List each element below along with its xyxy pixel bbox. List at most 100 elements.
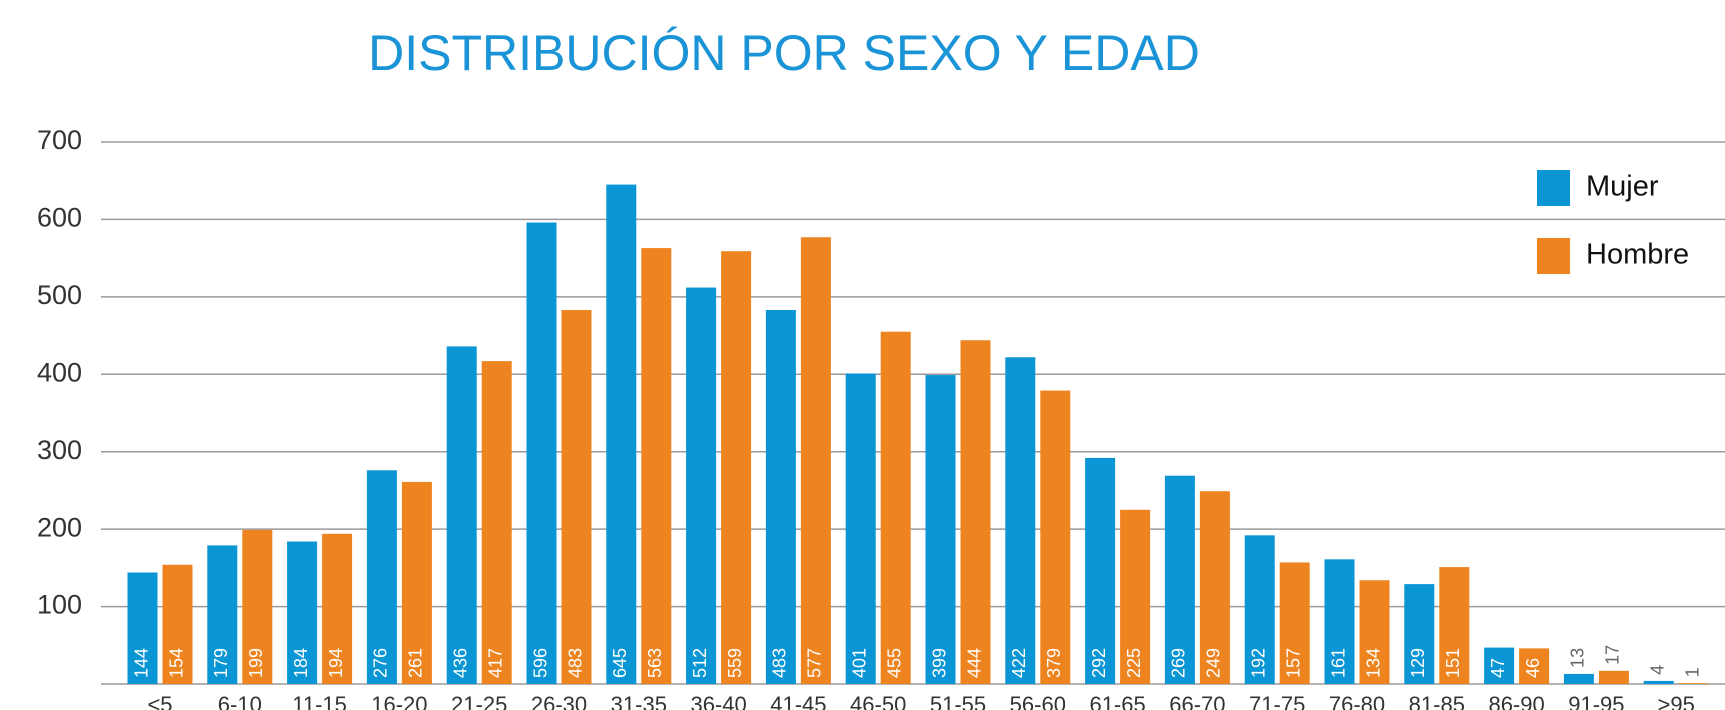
chart-title: DISTRIBUCIÓN POR SEXO Y EDAD	[368, 25, 1200, 81]
bar	[401, 481, 432, 684]
bar	[606, 184, 637, 685]
y-tick-label: 200	[37, 512, 82, 542]
value-label: 154	[166, 648, 186, 678]
bar	[366, 470, 397, 684]
bar	[765, 310, 796, 684]
bar	[1164, 475, 1195, 684]
value-label: 455	[884, 648, 904, 678]
value-label: 645	[610, 648, 630, 678]
bar	[721, 251, 752, 684]
x-tick-label: 81-85	[1409, 692, 1465, 710]
bar	[1120, 509, 1151, 684]
y-tick-label: 500	[37, 280, 82, 310]
value-label: 179	[211, 648, 231, 678]
value-label: 422	[1009, 648, 1029, 678]
bar	[1279, 562, 1310, 684]
value-label: 46	[1523, 658, 1543, 678]
bar	[1324, 559, 1355, 684]
value-label: 192	[1248, 648, 1268, 678]
bar	[207, 545, 238, 684]
value-label: 444	[964, 648, 984, 678]
x-tick-label: 6-10	[218, 692, 262, 710]
bar	[1643, 680, 1674, 684]
x-tick-label: 21-25	[451, 692, 507, 710]
bar	[1199, 491, 1230, 684]
value-label: 47	[1488, 658, 1508, 678]
value-label: 379	[1044, 648, 1064, 678]
x-tick-label: 86-90	[1488, 692, 1544, 710]
bar	[127, 572, 158, 684]
value-label: 249	[1204, 648, 1224, 678]
x-tick-label: >95	[1658, 692, 1695, 710]
x-tick-label: 36-40	[690, 692, 746, 710]
value-label: 261	[406, 648, 426, 678]
bar	[1598, 670, 1629, 684]
bar	[242, 529, 273, 684]
bar	[1005, 357, 1036, 684]
bar	[526, 222, 557, 685]
value-label: 184	[291, 648, 311, 678]
value-label: 596	[530, 648, 550, 678]
value-label: 483	[770, 648, 790, 678]
x-tick-label: 26-30	[531, 692, 587, 710]
bar	[561, 310, 592, 684]
y-tick-label: 100	[37, 590, 82, 620]
bar	[880, 331, 911, 684]
value-label: 401	[849, 648, 869, 678]
bar	[1404, 584, 1435, 684]
value-label: 563	[645, 648, 665, 678]
value-label: 144	[131, 648, 151, 678]
value-label: 151	[1443, 648, 1463, 678]
value-label: 17	[1603, 645, 1623, 665]
y-tick-label: 400	[37, 357, 82, 387]
value-label: 577	[805, 648, 825, 678]
y-tick-label: 600	[37, 203, 82, 233]
bar	[287, 541, 318, 684]
bar	[1040, 390, 1071, 684]
x-tick-label: 16-20	[371, 692, 427, 710]
x-tick-label: 71-75	[1249, 692, 1305, 710]
value-label: 559	[725, 648, 745, 678]
value-label: 157	[1283, 648, 1303, 678]
x-tick-label: 56-60	[1010, 692, 1066, 710]
value-label: 194	[326, 648, 346, 678]
bar	[1678, 683, 1709, 684]
value-label: 269	[1169, 648, 1189, 678]
x-tick-label: 46-50	[850, 692, 906, 710]
value-label: 161	[1328, 648, 1348, 678]
legend-label: Mujer	[1586, 171, 1659, 203]
bar	[686, 287, 717, 684]
x-tick-label: <5	[147, 692, 172, 710]
value-label: 399	[929, 648, 949, 678]
bar	[322, 533, 353, 684]
x-tick-label: 61-65	[1089, 692, 1145, 710]
value-label: 4	[1647, 665, 1667, 675]
bar	[446, 346, 477, 684]
value-label: 129	[1408, 648, 1428, 678]
bar	[845, 373, 876, 684]
value-label: 292	[1089, 648, 1109, 678]
x-tick-label: 91-95	[1568, 692, 1624, 710]
legend-label: Hombre	[1586, 239, 1689, 271]
bar	[1085, 457, 1116, 684]
bar	[925, 375, 956, 684]
bar	[162, 564, 193, 684]
value-label: 13	[1568, 648, 1588, 668]
legend-swatch	[1537, 170, 1570, 206]
y-tick-label: 300	[37, 435, 82, 465]
bar	[800, 237, 831, 685]
x-tick-label: 11-15	[292, 692, 347, 710]
bar	[960, 340, 991, 684]
x-tick-label: 31-35	[611, 692, 667, 710]
value-label: 225	[1124, 648, 1144, 678]
y-tick-label: 700	[37, 125, 82, 155]
bar	[1439, 567, 1470, 684]
value-label: 276	[371, 648, 391, 678]
value-label: 417	[485, 648, 505, 678]
value-label: 512	[690, 648, 710, 678]
bar	[1244, 535, 1275, 684]
bar	[1519, 648, 1550, 684]
value-label: 199	[246, 648, 266, 678]
x-tick-label: 51-55	[930, 692, 986, 710]
